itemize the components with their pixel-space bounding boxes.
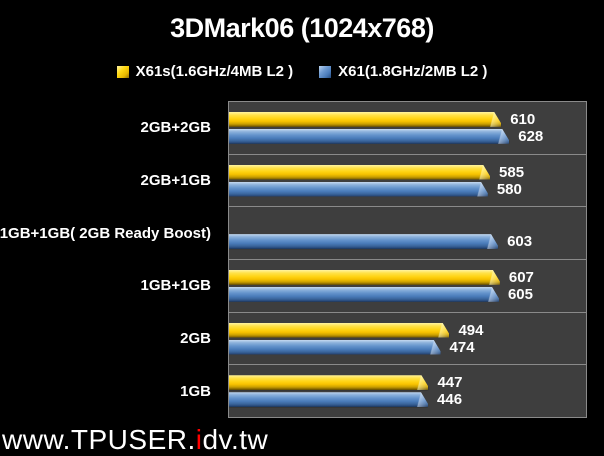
bar-row: 446: [229, 391, 586, 409]
bar-x61: [229, 182, 488, 197]
category-label: 2GB: [180, 330, 211, 348]
category-band: 585 580: [229, 155, 586, 208]
bar-row: 580: [229, 180, 586, 198]
value-label: 447: [437, 374, 463, 392]
bar-x61: [229, 234, 498, 249]
legend-swatch-blue-icon: [319, 65, 332, 78]
value-label: 446: [437, 391, 463, 409]
watermark: www.TPUSER.idv.tw: [2, 424, 268, 456]
bar-row: 447: [229, 374, 586, 392]
bar-row: 494: [229, 321, 586, 339]
value-label: 607: [508, 268, 534, 286]
value-label: 474: [449, 338, 475, 356]
watermark-prefix: www.TPUSER.: [2, 424, 196, 455]
category-label: 1GB+1GB: [140, 277, 211, 295]
bar-x61s: [229, 270, 500, 285]
bar-x61: [229, 287, 499, 302]
bar-row: 605: [229, 285, 586, 303]
bar-row: 603: [229, 233, 586, 251]
category-band: 607 605: [229, 260, 586, 313]
category-label: 2GB+1GB: [140, 171, 211, 189]
bar-x61s: [229, 323, 449, 338]
bar-row: 610: [229, 110, 586, 128]
chart-title: 3DMark06 (1024x768): [170, 13, 434, 43]
category-axis: 2GB+2GB 2GB+1GB 1GB+1GB( 2GB Ready Boost) 1…: [0, 101, 211, 418]
legend: X61s(1.6GHz/4MB L2 ) X61(1.8GHz/2MB L2 ): [0, 63, 604, 80]
category-label: 2GB+2GB: [140, 118, 211, 136]
bar-x61: [229, 392, 428, 407]
plot-area: 610 628 585 580 603 607 605 494 474 447 446: [228, 101, 587, 418]
category-band: 610 628: [229, 102, 586, 155]
bar-x61s: [229, 165, 490, 180]
bar-row: 607: [229, 268, 586, 286]
category-band: 494 474: [229, 313, 586, 366]
legend-swatch-yellow-icon: [116, 65, 129, 78]
bar-row: 628: [229, 127, 586, 145]
category-label: 1GB+1GB( 2GB Ready Boost): [0, 224, 211, 242]
category-band: 603: [229, 207, 586, 261]
value-label: 610: [510, 110, 536, 128]
bar-row: [229, 217, 586, 232]
value-label: 585: [499, 163, 525, 181]
value-label: 580: [496, 180, 522, 198]
legend-label-x61s: X61s(1.6GHz/4MB L2 ): [135, 63, 294, 80]
value-label: 605: [507, 285, 533, 303]
watermark-suffix: dv.tw: [202, 424, 269, 455]
bar-row: 585: [229, 163, 586, 181]
bar-x61s: [229, 112, 501, 127]
value-label: 494: [458, 321, 484, 339]
bar-chart: 2GB+2GB 2GB+1GB 1GB+1GB( 2GB Ready Boost) 1…: [0, 101, 604, 418]
legend-item-x61: X61(1.8GHz/2MB L2 ): [319, 63, 487, 80]
bar-x61: [229, 340, 441, 355]
bar-x61s: [229, 375, 428, 390]
category-label: 1GB: [180, 383, 211, 401]
legend-item-x61s: X61s(1.6GHz/4MB L2 ): [116, 63, 294, 80]
legend-label-x61: X61(1.8GHz/2MB L2 ): [338, 63, 488, 80]
value-label: 628: [518, 127, 544, 145]
value-label: 603: [507, 233, 533, 251]
bar-row: 474: [229, 338, 586, 356]
watermark-accent: i: [195, 424, 203, 455]
bar-x61: [229, 129, 509, 144]
category-band: 447 446: [229, 365, 586, 417]
